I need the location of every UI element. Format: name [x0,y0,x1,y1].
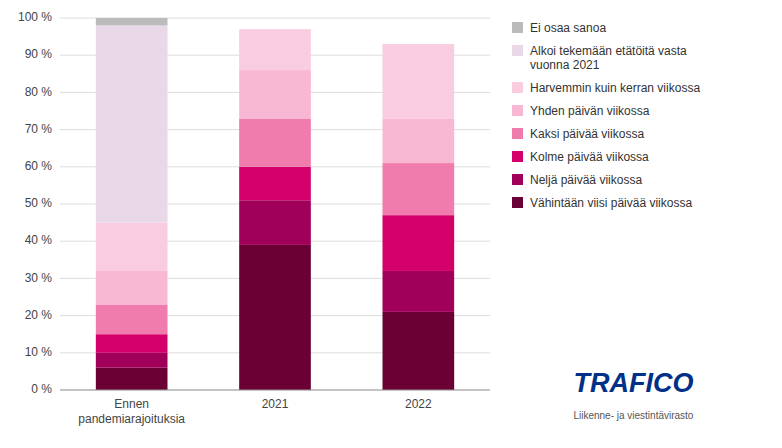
legend-label: Vähintään viisi päivää viikossa [530,196,692,210]
legend-swatch [512,128,523,139]
legend-label: Alkoi tekemään etätöitä vastavuonna 2021 [530,44,687,72]
y-tick-label: 0 % [31,382,52,396]
y-tick-label: 70 % [25,122,53,136]
legend-swatch [512,174,523,185]
series [96,25,168,222]
bar-segment [96,368,168,390]
y-axis: 0 % 10 % 20 % 30 % 40 % 50 % 60 % 70 % 80 % 90 % 1… [18,10,52,396]
bar-segment [383,215,455,271]
bar-segment [383,44,455,118]
series [96,18,168,25]
legend-label: Harvemmin kuin kerran viikossa [530,81,700,95]
logo-subtext: Liikenne- ja viestintävirasto [573,410,693,421]
legend-label: Neljä päivää viikossa [530,173,642,187]
series [96,200,454,367]
bar-segment [383,44,455,45]
y-tick-label: 90 % [25,47,53,61]
legend-swatch [512,45,523,56]
bar-segment [383,312,455,390]
y-tick-label: 20 % [25,308,53,322]
legend-label: Yhden päivän viikossa [530,104,650,118]
x-axis: Ennenpandemiarajoituksia 2021 2022 [60,390,490,426]
y-tick-label: 30 % [25,271,53,285]
legend-label: Ei osaa sanoa [530,21,606,35]
bar-segment [239,29,311,30]
legend-swatch [512,151,523,162]
legend-swatch [512,197,523,208]
bar-segment [96,18,168,25]
x-tick-label: Ennenpandemiarajoituksia [78,397,185,426]
bar-segment [239,118,311,166]
x-tick-label: 2022 [405,397,432,411]
x-tick-label: 2021 [262,397,289,411]
chart: 0 % 10 % 20 % 30 % 40 % 50 % 60 % 70 % 80 % 90 % 1… [0,0,782,448]
bar-segment [96,271,168,304]
bar-segment [383,118,455,163]
y-tick-label: 100 % [18,10,52,24]
bar-segment [96,223,168,271]
grid-line [60,390,490,391]
legend-label: Kaksi päivää viikossa [530,127,644,141]
bar-segment [96,353,168,368]
y-tick-label: 40 % [25,233,53,247]
bar-segment [239,200,311,245]
legend-swatch [512,82,523,93]
bar-segment [239,29,311,30]
x-axis-line [60,390,490,391]
bar-segment [383,271,455,312]
legend-swatch [512,22,523,33]
bar-segment [96,334,168,353]
y-tick-label: 10 % [25,345,53,359]
bar-segment [239,70,311,118]
legend: Ei osaa sanoa Alkoi tekemään etätöitä vas… [512,21,700,210]
logo-text: TRAFICO [573,368,693,398]
bar-segment [383,44,455,45]
bar-segment [383,163,455,215]
y-tick-label: 80 % [25,85,53,99]
legend-label: Kolme päivää viikossa [530,150,649,164]
bar-segment [239,29,311,70]
annotations: TRAFICO Liikenne- ja viestintävirasto [573,368,693,421]
bars [96,18,454,390]
y-grid [60,18,490,390]
bar-segment [239,245,311,390]
bar-segment [96,25,168,222]
bar-segment [96,304,168,334]
legend-swatch [512,105,523,116]
bar-segment [239,167,311,200]
y-tick-label: 60 % [25,159,53,173]
background [0,0,782,448]
y-tick-label: 50 % [25,196,53,210]
